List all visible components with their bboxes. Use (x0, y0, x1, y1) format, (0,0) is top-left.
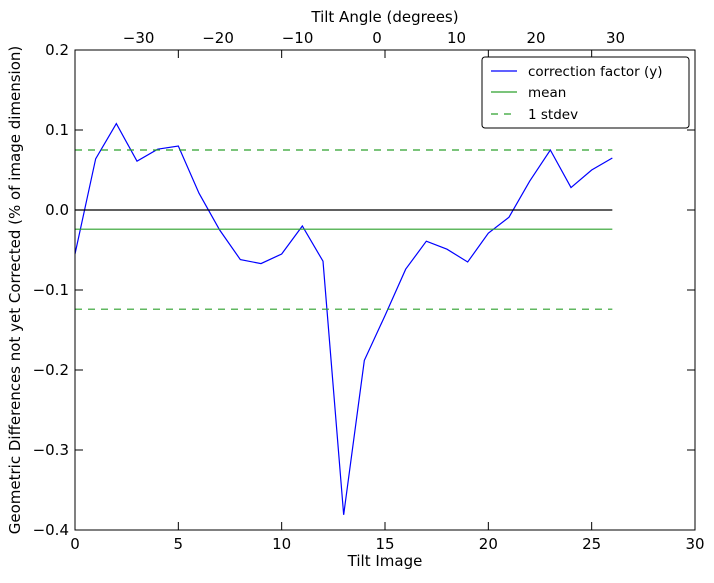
top-x-tick-label: −10 (282, 29, 314, 47)
y-tick-label: −0.1 (33, 281, 69, 299)
y-tick-label: 0.0 (45, 201, 69, 219)
x-tick-label: 0 (70, 535, 80, 553)
top-x-tick-label: −30 (123, 29, 155, 47)
top-x-tick-label: −20 (202, 29, 234, 47)
top-x-tick-label: 10 (447, 29, 466, 47)
x-axis-title: Tilt Image (347, 552, 423, 570)
legend-label-stdev: 1 stdev (528, 107, 578, 123)
series-layer (74, 122, 613, 515)
y-axis-title: Geometric Differences not yet Corrected … (6, 46, 24, 535)
x-tick-label: 5 (174, 535, 184, 553)
top-x-tick-label: 30 (606, 29, 625, 47)
x-tick-label: 20 (479, 535, 498, 553)
legend: correction factor (y) mean 1 stdev (481, 56, 690, 129)
x-tick-label: 15 (375, 535, 394, 553)
series-line-correction-factor-y-0 (74, 122, 613, 515)
top-x-axis-title: Tilt Angle (degrees) (310, 8, 458, 26)
top-x-tick-label: 20 (526, 29, 545, 47)
x-tick-label: 10 (272, 535, 291, 553)
legend-label-mean: mean (528, 85, 566, 101)
x-tick-label: 25 (582, 535, 601, 553)
legend-label-correction-factor: correction factor (y) (528, 64, 663, 80)
ticks-layer: 0 5 10 15 20 25 30 0.2 0.1 0.0 −0.1 −0.2 −0.3 −0.4 −30… (33, 29, 705, 553)
x-tick-label: 30 (685, 535, 704, 553)
y-tick-label: 0.1 (45, 121, 69, 139)
y-tick-label: −0.2 (33, 361, 69, 379)
y-tick-label: −0.4 (33, 521, 69, 539)
legend-box (481, 56, 690, 129)
y-tick-label: 0.2 (45, 41, 69, 59)
top-x-tick-label: 0 (372, 29, 382, 47)
y-tick-label: −0.3 (33, 441, 69, 459)
plot-background (75, 50, 695, 530)
